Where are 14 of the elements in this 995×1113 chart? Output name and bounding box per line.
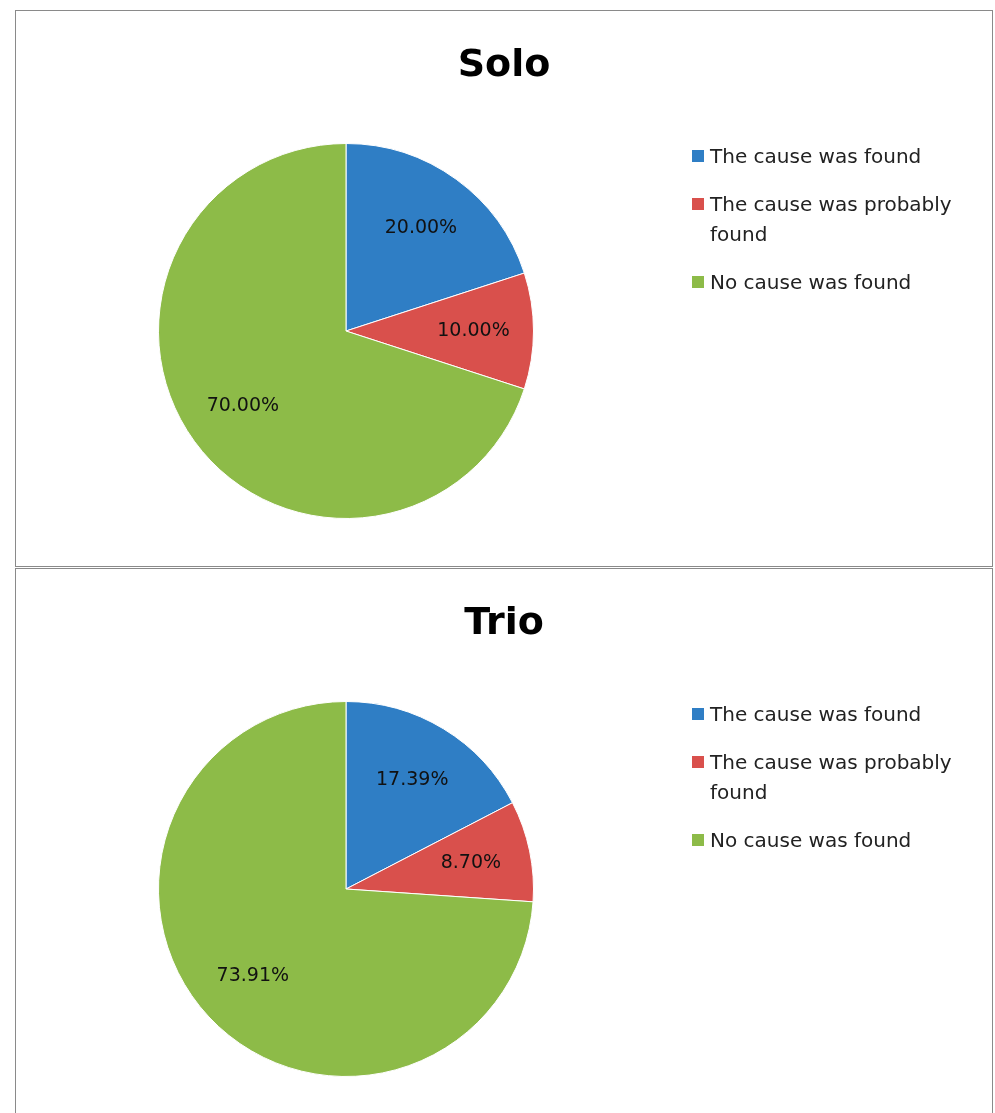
data-label: 70.00% [206,392,280,415]
legend-label: No cause was found [709,827,913,854]
legend-label: The cause was found [709,701,923,728]
data-label: 17.39% [376,767,449,789]
legend-label: The cause was probably found [709,749,953,806]
data-label: 8.70% [440,850,502,872]
legend-label: No cause was found [709,269,913,296]
chart-title: Solo [456,41,552,85]
data-label: 73.91% [216,962,290,985]
legend-label: The cause was found [709,143,923,170]
chart-title: Trio [463,599,545,643]
data-label: 20.00% [384,214,458,237]
legend-label: The cause was probably found [709,191,953,248]
data-label: 10.00% [437,317,510,340]
